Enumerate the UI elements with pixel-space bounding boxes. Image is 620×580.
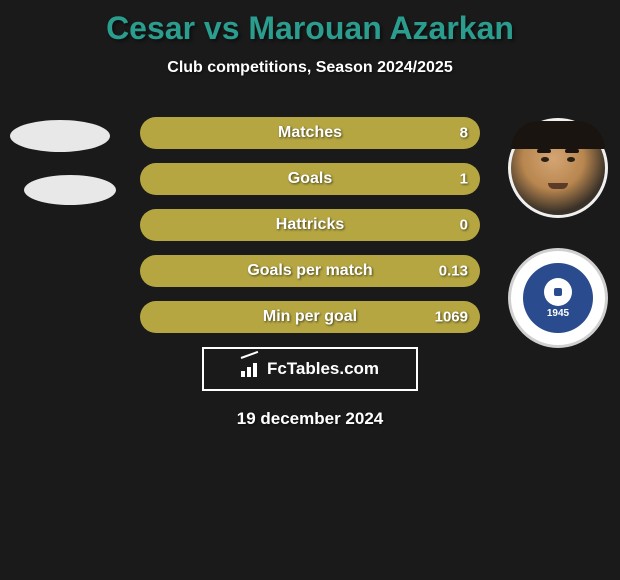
stat-bar: Matches 8	[140, 117, 480, 149]
stat-row: Hattricks 0	[0, 209, 620, 241]
date-text: 19 december 2024	[0, 409, 620, 429]
stat-value-right: 1069	[435, 309, 468, 326]
page-title: Cesar vs Marouan Azarkan	[0, 0, 620, 47]
stat-row: Goals 1	[0, 163, 620, 195]
stat-label: Matches	[278, 124, 342, 142]
stat-label: Goals	[288, 170, 332, 188]
stat-label: Goals per match	[247, 262, 372, 280]
stat-bar: Goals 1	[140, 163, 480, 195]
subtitle: Club competitions, Season 2024/2025	[0, 59, 620, 77]
stat-bar: Hattricks 0	[140, 209, 480, 241]
stats-bars: Matches 8 Goals 1 Hattricks 0 Goals per match 0…	[0, 117, 620, 333]
comparison-infographic: Cesar vs Marouan Azarkan Club competitio…	[0, 0, 620, 580]
brand-box: FcTables.com	[202, 347, 418, 391]
bar-chart-icon	[241, 361, 261, 377]
stat-label: Hattricks	[276, 216, 344, 234]
stat-value-right: 8	[460, 125, 468, 142]
stat-bar: Goals per match 0.13	[140, 255, 480, 287]
stat-value-right: 0	[460, 217, 468, 234]
stat-bar: Min per goal 1069	[140, 301, 480, 333]
stat-label: Min per goal	[263, 308, 357, 326]
stat-value-right: 0.13	[439, 263, 468, 280]
brand-text: FcTables.com	[267, 359, 379, 379]
stat-row: Min per goal 1069	[0, 301, 620, 333]
stat-row: Matches 8	[0, 117, 620, 149]
stat-value-right: 1	[460, 171, 468, 188]
title-text: Cesar vs Marouan Azarkan	[106, 10, 514, 46]
stat-row: Goals per match 0.13	[0, 255, 620, 287]
